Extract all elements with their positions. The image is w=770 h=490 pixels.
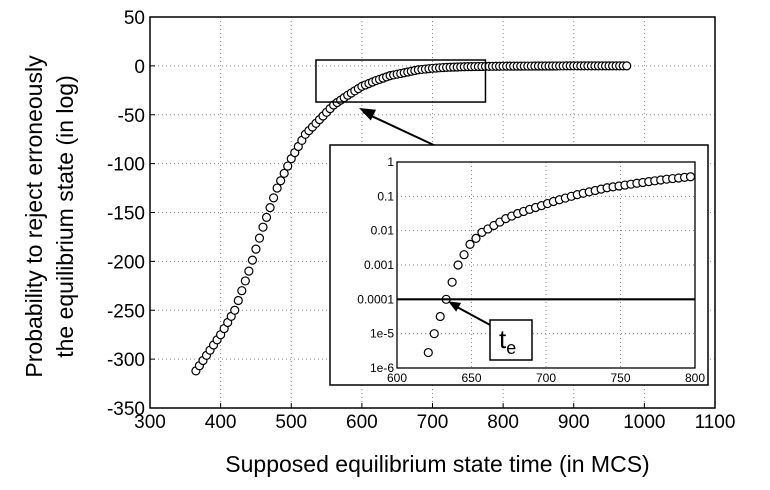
data-point <box>230 305 240 315</box>
y-tick-label: -50 <box>118 106 145 127</box>
inset-series <box>423 172 696 358</box>
data-point <box>261 212 272 222</box>
inset-data-point <box>459 250 469 260</box>
inset-y-tick-label: 1e-5 <box>370 327 394 341</box>
inset-y-tick-label: 0.1 <box>377 189 394 203</box>
inset-x-tick-label: 650 <box>461 371 481 385</box>
x-axis-label: Supposed equilibrium state time (in MCS) <box>225 451 649 477</box>
data-point <box>265 203 275 213</box>
te-arrow <box>451 303 493 327</box>
te-label: te <box>499 324 516 358</box>
data-point <box>268 193 279 203</box>
y-tick-label: -300 <box>107 350 145 371</box>
zoom-arrow <box>362 111 439 148</box>
x-tick-label: 600 <box>346 412 378 433</box>
data-point <box>240 276 250 286</box>
y-tick-label: -100 <box>107 155 145 176</box>
zoom-arrow-head <box>359 108 377 121</box>
main-plot-frame <box>149 16 716 409</box>
inset-y-tick-label: 1e-6 <box>370 361 394 375</box>
te-label-main: t <box>499 324 507 354</box>
x-tick-label: 1000 <box>623 412 665 433</box>
y-tick-label: -150 <box>107 204 145 225</box>
inset-x-tick-label: 700 <box>536 371 556 385</box>
inset-data-point <box>465 239 475 249</box>
inset-tick-labels: 600 650 700 750 800 1e-6 1e-5 0.0001 0.001 0.01 0.… <box>357 155 705 385</box>
inset-x-tick-label: 750 <box>610 371 630 385</box>
x-tick-label: 800 <box>487 412 519 433</box>
data-point <box>622 61 632 71</box>
main-series <box>191 61 632 376</box>
data-point <box>244 266 254 276</box>
inset-data-point <box>435 311 445 322</box>
y-tick-label: 0 <box>134 57 145 78</box>
data-point <box>283 161 293 171</box>
inset-plot-frame <box>396 161 696 369</box>
inset-data-point <box>471 233 481 243</box>
te-label-sub: e <box>506 338 516 358</box>
inset-y-tick-label: 0.001 <box>364 258 394 272</box>
data-point <box>272 183 282 193</box>
x-tick-label: 900 <box>558 412 590 433</box>
data-point <box>276 176 286 186</box>
x-tick-label: 1100 <box>695 412 736 433</box>
inset-data-point <box>447 277 457 287</box>
x-tick-label: 700 <box>417 412 449 433</box>
main-tick-labels: 300 400 500 600 700 800 900 1000 1100-350-300-25… <box>107 8 735 433</box>
x-tick-label: 400 <box>205 412 237 433</box>
inset-y-tick-label: 0.01 <box>371 224 395 238</box>
y-tick-label: -250 <box>107 301 145 322</box>
data-point <box>247 255 258 265</box>
x-tick-label: 500 <box>275 412 307 433</box>
inset-x-tick-label: 600 <box>387 371 407 385</box>
inset-data-point <box>423 347 433 358</box>
inset-y-tick-label: 0.0001 <box>357 292 394 306</box>
y-tick-label: 50 <box>124 8 145 29</box>
te-label-box <box>489 319 533 361</box>
data-point <box>254 233 265 243</box>
x-tick-label: 300 <box>134 412 166 433</box>
y-axis-label-line2: the equilibrium state (in log) <box>52 75 78 358</box>
y-tick-label: -350 <box>107 399 145 420</box>
data-point <box>258 222 268 232</box>
inset-data-point <box>685 172 696 182</box>
data-point <box>251 244 261 254</box>
inset-y-tick-label: 1 <box>387 155 394 169</box>
inset-data-point <box>429 329 439 339</box>
y-tick-label: -200 <box>107 252 145 273</box>
data-point <box>279 168 289 178</box>
data-point <box>233 295 243 306</box>
inset-data-point <box>453 260 463 270</box>
zoom-box <box>315 59 487 103</box>
te-arrow-head <box>448 301 462 312</box>
y-axis-label-line1: Probability to reject erroneously <box>21 55 47 378</box>
inset-x-tick-label: 800 <box>685 371 705 385</box>
data-point <box>237 286 247 296</box>
